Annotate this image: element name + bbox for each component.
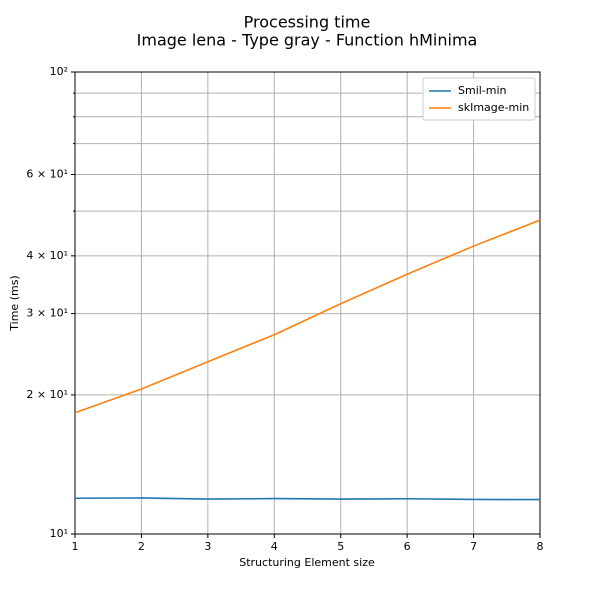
y-tick-label: 10² xyxy=(50,65,68,78)
x-tick-label: 1 xyxy=(72,540,79,553)
chart-subtitle: Image lena - Type gray - Function hMinim… xyxy=(137,31,478,50)
x-tick-label: 8 xyxy=(537,540,544,553)
x-tick-label: 7 xyxy=(470,540,477,553)
chart-title: Processing time xyxy=(244,13,371,32)
x-axis-label: Structuring Element size xyxy=(239,556,375,569)
y-axis-label: Time (ms) xyxy=(8,275,21,331)
y-tick-label: 6 × 10¹ xyxy=(26,167,68,180)
y-tick-label: 3 × 10¹ xyxy=(26,307,68,320)
y-tick-label: 4 × 10¹ xyxy=(26,249,68,262)
x-tick-label: 5 xyxy=(337,540,344,553)
y-tick-label: 2 × 10¹ xyxy=(26,388,68,401)
plot-frame xyxy=(74,71,541,535)
legend-label: Smil-min xyxy=(458,84,507,97)
y-tick-label: 10¹ xyxy=(50,527,68,540)
legend-label: skImage-min xyxy=(458,101,529,114)
line-series xyxy=(74,219,541,414)
x-tick-label: 3 xyxy=(204,540,211,553)
x-tick-label: 6 xyxy=(404,540,411,553)
line-series xyxy=(74,497,541,501)
x-tick-label: 2 xyxy=(138,540,145,553)
legend-box xyxy=(422,77,536,121)
x-tick-label: 4 xyxy=(271,540,278,553)
